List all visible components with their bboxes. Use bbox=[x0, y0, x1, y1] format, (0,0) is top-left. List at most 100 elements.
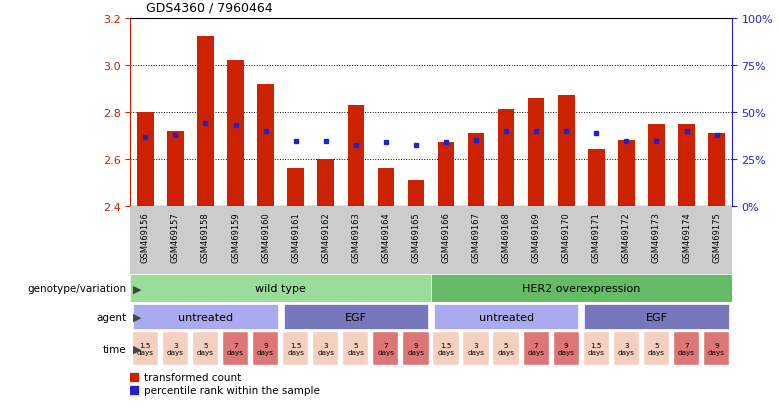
Text: 7
days: 7 days bbox=[678, 342, 695, 355]
Text: 9
days: 9 days bbox=[407, 342, 424, 355]
Bar bbox=[378, 169, 394, 206]
Bar bbox=[348, 105, 364, 206]
Text: GSM469166: GSM469166 bbox=[441, 212, 451, 263]
Text: GSM469161: GSM469161 bbox=[291, 212, 300, 263]
Bar bbox=[130, 386, 138, 394]
Bar bbox=[163, 332, 188, 365]
Text: 7
days: 7 days bbox=[227, 342, 244, 355]
Bar bbox=[284, 304, 428, 330]
Text: 7
days: 7 days bbox=[528, 342, 544, 355]
Bar bbox=[133, 304, 278, 330]
Text: GSM469168: GSM469168 bbox=[502, 212, 511, 263]
Bar bbox=[408, 180, 424, 206]
Text: 1.5
days: 1.5 days bbox=[438, 342, 455, 355]
Bar bbox=[523, 332, 549, 365]
Text: GSM469171: GSM469171 bbox=[592, 212, 601, 263]
Bar bbox=[463, 332, 489, 365]
Text: untreated: untreated bbox=[479, 312, 534, 322]
Bar bbox=[253, 332, 278, 365]
Text: GSM469159: GSM469159 bbox=[231, 212, 240, 262]
Text: GSM469164: GSM469164 bbox=[381, 212, 390, 263]
Bar bbox=[197, 38, 214, 206]
Text: ▶: ▶ bbox=[133, 284, 141, 294]
Bar bbox=[431, 275, 732, 303]
Text: ▶: ▶ bbox=[133, 344, 141, 354]
Text: 9
days: 9 days bbox=[257, 342, 274, 355]
Text: GSM469165: GSM469165 bbox=[411, 212, 420, 263]
Bar bbox=[227, 61, 244, 206]
Bar bbox=[558, 96, 575, 206]
Text: 3
days: 3 days bbox=[167, 342, 184, 355]
Text: time: time bbox=[103, 344, 126, 354]
Text: GSM469160: GSM469160 bbox=[261, 212, 270, 263]
Text: GSM469157: GSM469157 bbox=[171, 212, 180, 263]
Bar bbox=[674, 332, 699, 365]
Text: 1.5
days: 1.5 days bbox=[588, 342, 604, 355]
Text: HER2 overexpression: HER2 overexpression bbox=[522, 284, 640, 294]
Bar bbox=[317, 159, 334, 206]
Bar bbox=[584, 304, 729, 330]
Text: untreated: untreated bbox=[178, 312, 233, 322]
Bar bbox=[130, 275, 431, 303]
Bar bbox=[644, 332, 669, 365]
Text: GSM469158: GSM469158 bbox=[201, 212, 210, 263]
Bar bbox=[588, 150, 604, 206]
Text: 9
days: 9 days bbox=[708, 342, 725, 355]
Bar bbox=[438, 143, 454, 206]
Text: 9
days: 9 days bbox=[558, 342, 575, 355]
Text: 5
days: 5 days bbox=[347, 342, 364, 355]
Bar bbox=[494, 332, 519, 365]
Text: GSM469174: GSM469174 bbox=[682, 212, 691, 263]
Text: GSM469163: GSM469163 bbox=[351, 212, 360, 263]
Bar bbox=[434, 332, 459, 365]
Text: wild type: wild type bbox=[255, 284, 306, 294]
Text: 5
days: 5 days bbox=[197, 342, 214, 355]
Text: GSM469170: GSM469170 bbox=[562, 212, 571, 263]
Bar bbox=[283, 332, 308, 365]
Bar bbox=[403, 332, 428, 365]
Text: GSM469167: GSM469167 bbox=[472, 212, 480, 263]
Bar bbox=[648, 124, 665, 206]
Text: GSM469172: GSM469172 bbox=[622, 212, 631, 263]
Text: EGF: EGF bbox=[345, 312, 367, 322]
Text: EGF: EGF bbox=[646, 312, 668, 322]
Bar bbox=[614, 332, 639, 365]
Text: GSM469173: GSM469173 bbox=[652, 212, 661, 263]
Bar bbox=[583, 332, 609, 365]
Bar bbox=[554, 332, 579, 365]
Text: GDS4360 / 7960464: GDS4360 / 7960464 bbox=[146, 2, 272, 14]
Bar bbox=[223, 332, 248, 365]
Text: 7
days: 7 days bbox=[378, 342, 395, 355]
Bar bbox=[618, 141, 635, 206]
Text: 3
days: 3 days bbox=[618, 342, 635, 355]
Bar bbox=[498, 110, 514, 206]
Text: percentile rank within the sample: percentile rank within the sample bbox=[144, 385, 320, 395]
Text: transformed count: transformed count bbox=[144, 373, 241, 382]
Bar bbox=[137, 113, 154, 206]
Bar bbox=[343, 332, 368, 365]
Text: GSM469156: GSM469156 bbox=[141, 212, 150, 263]
Bar bbox=[373, 332, 399, 365]
Text: agent: agent bbox=[96, 312, 126, 322]
Text: GSM469175: GSM469175 bbox=[712, 212, 721, 263]
Bar bbox=[193, 332, 218, 365]
Text: GSM469162: GSM469162 bbox=[321, 212, 330, 263]
Bar bbox=[704, 332, 729, 365]
Text: 1.5
days: 1.5 days bbox=[287, 342, 304, 355]
Bar bbox=[167, 131, 183, 206]
Bar bbox=[468, 134, 484, 206]
Text: genotype/variation: genotype/variation bbox=[27, 284, 126, 294]
Text: 5
days: 5 days bbox=[648, 342, 665, 355]
Bar bbox=[313, 332, 339, 365]
Text: ▶: ▶ bbox=[133, 312, 141, 322]
Text: 5
days: 5 days bbox=[498, 342, 515, 355]
Text: GSM469169: GSM469169 bbox=[532, 212, 541, 263]
Bar bbox=[133, 332, 158, 365]
Bar bbox=[679, 124, 695, 206]
Bar bbox=[130, 373, 138, 381]
Bar bbox=[257, 84, 274, 206]
Bar bbox=[708, 134, 725, 206]
Text: 3
days: 3 days bbox=[467, 342, 484, 355]
Bar bbox=[528, 98, 544, 206]
Text: 1.5
days: 1.5 days bbox=[136, 342, 154, 355]
